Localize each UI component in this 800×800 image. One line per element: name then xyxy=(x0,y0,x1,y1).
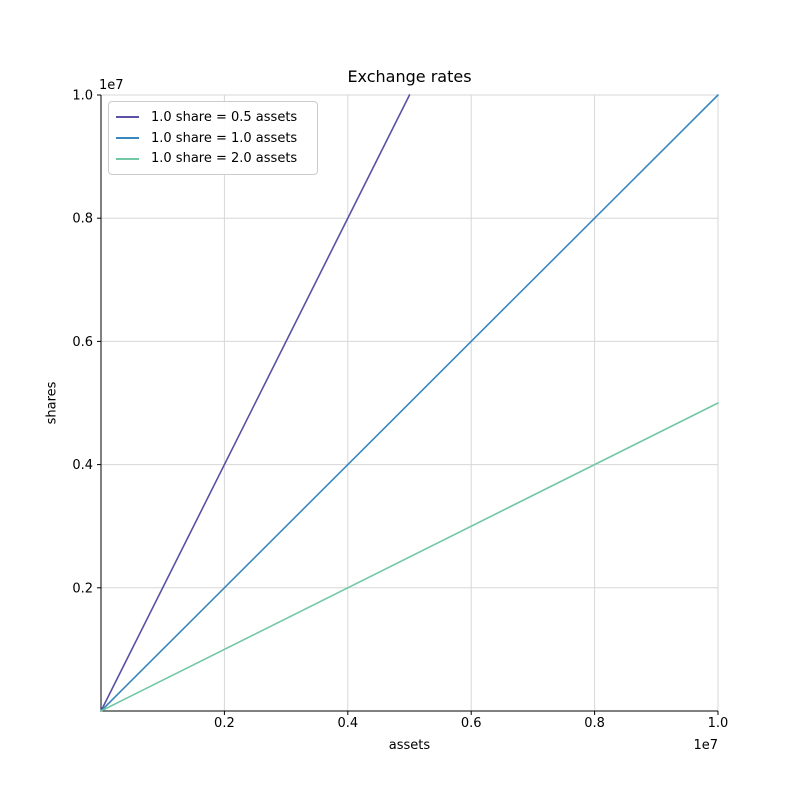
x-axis-offset-text: 1e7 xyxy=(693,738,718,753)
y-tick-label: 0.4 xyxy=(72,458,93,473)
legend-line-swatch xyxy=(116,137,139,140)
x-tick-label: 0.6 xyxy=(461,716,482,731)
legend: 1.0 share = 0.5 assets 1.0 share = 1.0 a… xyxy=(108,101,318,176)
x-tick-label: 0.2 xyxy=(214,716,235,731)
series-line xyxy=(100,94,411,712)
x-axis-label: assets xyxy=(388,738,431,753)
series-line xyxy=(100,402,719,712)
chart-title: Exchange rates xyxy=(347,67,472,86)
series-line xyxy=(100,94,719,712)
legend-item: 1.0 share = 2.0 assets xyxy=(116,148,311,169)
legend-item: 1.0 share = 1.0 assets xyxy=(116,128,311,149)
x-tick-label: 0.4 xyxy=(337,716,358,731)
x-tick-label: 1.0 xyxy=(708,716,729,731)
legend-line-swatch xyxy=(116,157,139,160)
x-tick-label: 0.8 xyxy=(584,716,605,731)
legend-label: 1.0 share = 0.5 assets xyxy=(151,109,298,125)
legend-label: 1.0 share = 1.0 assets xyxy=(151,130,298,146)
y-tick-label: 0.8 xyxy=(72,212,93,227)
y-axis-offset-text: 1e7 xyxy=(99,78,124,93)
y-tick-label: 0.6 xyxy=(72,335,93,350)
legend-line-swatch xyxy=(116,116,139,119)
legend-item: 1.0 share = 0.5 assets xyxy=(116,107,311,128)
legend-label: 1.0 share = 2.0 assets xyxy=(151,151,298,167)
y-axis-label: shares xyxy=(44,381,60,425)
y-tick-label: 1.0 xyxy=(72,89,93,104)
y-tick-label: 0.2 xyxy=(72,581,93,596)
